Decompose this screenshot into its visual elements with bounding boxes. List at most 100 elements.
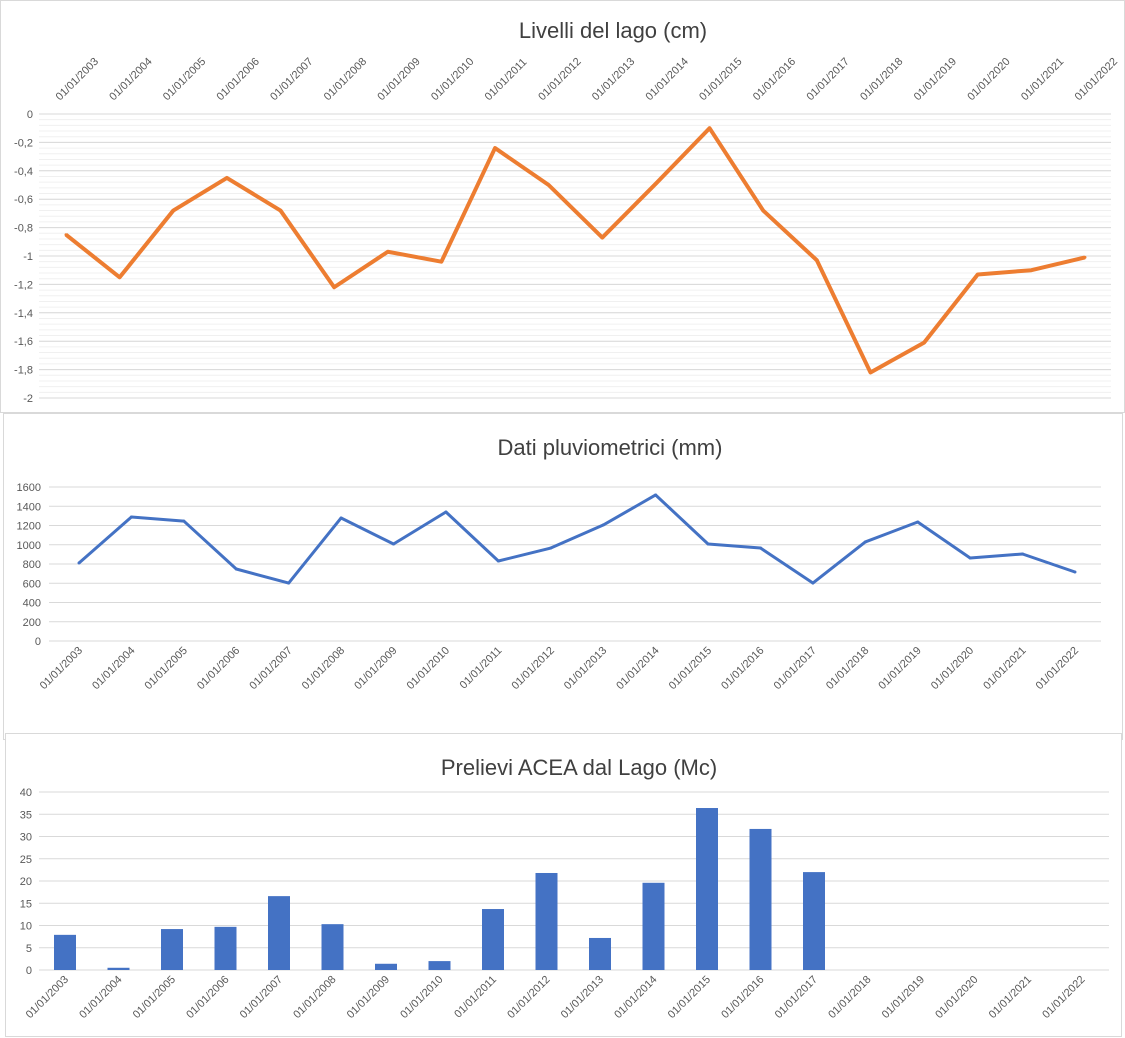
chart-title: Prelievi ACEA dal Lago (Mc): [441, 755, 717, 780]
data-point: [708, 126, 712, 130]
x-tick-label: 01/01/2022: [1040, 974, 1087, 1021]
x-tick-label: 01/01/2016: [719, 974, 766, 1021]
rainfall-svg: Dati pluviometrici (mm) 0 200 400 600 800 100…: [17, 435, 1101, 692]
data-point: [654, 493, 658, 497]
y-tick-label: 0: [26, 965, 32, 977]
y-tick-label: -2: [23, 393, 33, 405]
lake-level-svg: Livelli del lago (cm) 0 -0,2 -0,4 -0,6 -0,8 -…: [14, 18, 1120, 405]
data-point: [654, 182, 658, 186]
x-tick-label: 01/01/2004: [77, 974, 124, 1021]
x-tick-label: 01/01/2015: [697, 56, 744, 103]
x-tick-label: 01/01/2021: [1019, 56, 1066, 103]
x-tick-label: 01/01/2007: [238, 974, 285, 1021]
y-tick-label: 5: [26, 943, 32, 955]
x-tick-label: 01/01/2019: [876, 645, 923, 692]
x-tick-label: 01/01/2009: [352, 645, 399, 692]
bar: [642, 882, 665, 970]
y-tick-label: -0,2: [14, 137, 33, 149]
data-point: [811, 581, 815, 585]
x-tick-label: 01/01/2017: [804, 56, 851, 103]
data-point: [118, 275, 122, 279]
x-tick-label: 01/01/2015: [667, 645, 714, 692]
x-tick-label: 01/01/2014: [614, 645, 661, 692]
x-tick-label: 01/01/2018: [826, 974, 873, 1021]
y-tick-label: 1200: [17, 521, 41, 533]
data-point: [916, 520, 920, 524]
series-line: [78, 493, 1076, 585]
x-tick-label: 01/01/2012: [509, 645, 556, 692]
data-point: [64, 233, 68, 237]
data-point: [182, 519, 186, 523]
x-tick-label: 01/01/2005: [143, 645, 190, 692]
bar: [107, 967, 130, 970]
bar: [161, 929, 183, 970]
x-tick-label: 01/01/2020: [965, 56, 1012, 103]
x-tick-label: 01/01/2004: [90, 645, 137, 692]
x-tick-label: 01/01/2011: [458, 645, 505, 692]
x-tick-label: 01/01/2021: [981, 645, 1028, 692]
x-tick-label: 01/01/2008: [322, 56, 369, 103]
x-tick-label: 01/01/2022: [1034, 645, 1081, 692]
bar: [535, 872, 558, 970]
x-tick-label: 01/01/2006: [195, 645, 242, 692]
data-point: [1021, 552, 1025, 556]
data-point: [976, 272, 980, 276]
y-tick-label: -1,8: [14, 365, 33, 377]
y-tick-label: 30: [20, 832, 32, 844]
y-tick-label: 15: [20, 898, 32, 910]
data-point: [496, 559, 500, 563]
data-point: [1029, 268, 1033, 272]
y-tick-label: -0,6: [14, 194, 33, 206]
x-tick-label: 01/01/2007: [268, 56, 315, 103]
bar: [696, 808, 718, 970]
x-tick-label: 01/01/2009: [375, 56, 422, 103]
x-tick-label: 01/01/2014: [644, 56, 691, 103]
data-point: [279, 209, 283, 213]
x-tick-label: 01/01/2018: [858, 56, 905, 103]
y-tick-label: 40: [20, 787, 32, 799]
x-tick-label: 01/01/2004: [107, 56, 154, 103]
data-point: [600, 236, 604, 240]
x-tick-label: 01/01/2010: [405, 645, 452, 692]
x-tick-label: 01/01/2010: [429, 56, 476, 103]
data-point: [1083, 255, 1087, 259]
x-tick-label: 01/01/2012: [505, 974, 552, 1021]
data-point: [225, 176, 229, 180]
bar: [428, 961, 451, 970]
y-tick-label: -0,4: [14, 166, 33, 178]
bar: [589, 937, 611, 970]
x-tick-label: 01/01/2013: [562, 645, 609, 692]
y-tick-label: -1,6: [14, 336, 33, 348]
x-tick-label: 01/01/2011: [452, 974, 499, 1021]
lake-level-chart: Livelli del lago (cm) 0 -0,2 -0,4 -0,6 -0,8 -…: [0, 0, 1125, 413]
y-tick-label: 1000: [17, 540, 41, 552]
data-point: [386, 250, 390, 254]
x-tick-label: 01/01/2017: [772, 645, 819, 692]
x-tick-label: 01/01/2008: [291, 974, 338, 1021]
data-point: [601, 523, 605, 527]
y-tick-label: 400: [23, 598, 41, 610]
data-point: [968, 556, 972, 560]
x-tick-label: 01/01/2007: [247, 645, 294, 692]
data-point: [493, 146, 497, 150]
y-tick-label: 0: [27, 109, 33, 121]
bar: [482, 909, 504, 970]
data-point: [439, 260, 443, 264]
x-tick-label: 01/01/2006: [184, 974, 231, 1021]
x-tick-label: 01/01/2013: [559, 974, 606, 1021]
x-tick-label: 01/01/2015: [666, 974, 713, 1021]
x-tick-label: 01/01/2020: [933, 974, 980, 1021]
x-tick-label: 01/01/2018: [824, 645, 871, 692]
x-tick-label: 01/01/2017: [773, 974, 820, 1021]
y-tick-label: -1,4: [14, 308, 33, 320]
x-tick-label: 01/01/2009: [345, 974, 392, 1021]
y-tick-label: 20: [20, 876, 32, 888]
y-tick-label: -1: [23, 251, 33, 263]
withdrawals-svg: Prelievi ACEA dal Lago (Mc) 0 5 10 15 20 25 30…: [20, 755, 1109, 1021]
bar: [803, 872, 825, 970]
bar: [214, 926, 237, 970]
rainfall-chart: Dati pluviometrici (mm) 0 200 400 600 800 100…: [3, 413, 1123, 740]
withdrawals-chart: Prelievi ACEA dal Lago (Mc) 0 5 10 15 20 25 30…: [5, 733, 1122, 1037]
data-point: [234, 567, 238, 571]
bar: [268, 896, 290, 970]
